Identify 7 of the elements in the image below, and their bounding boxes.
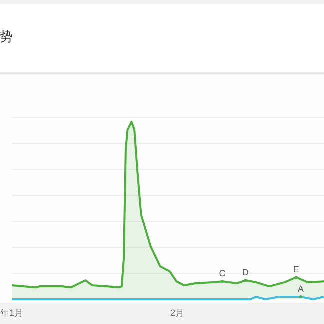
x-tick-label: 2月 [170, 308, 185, 318]
x-tick-label: 年1月 [0, 308, 24, 318]
annotation: A [298, 284, 304, 294]
annotation: E [293, 264, 300, 274]
annotation: C [219, 268, 226, 279]
chart-title: 势 [0, 29, 13, 44]
annotation: D [242, 268, 250, 278]
